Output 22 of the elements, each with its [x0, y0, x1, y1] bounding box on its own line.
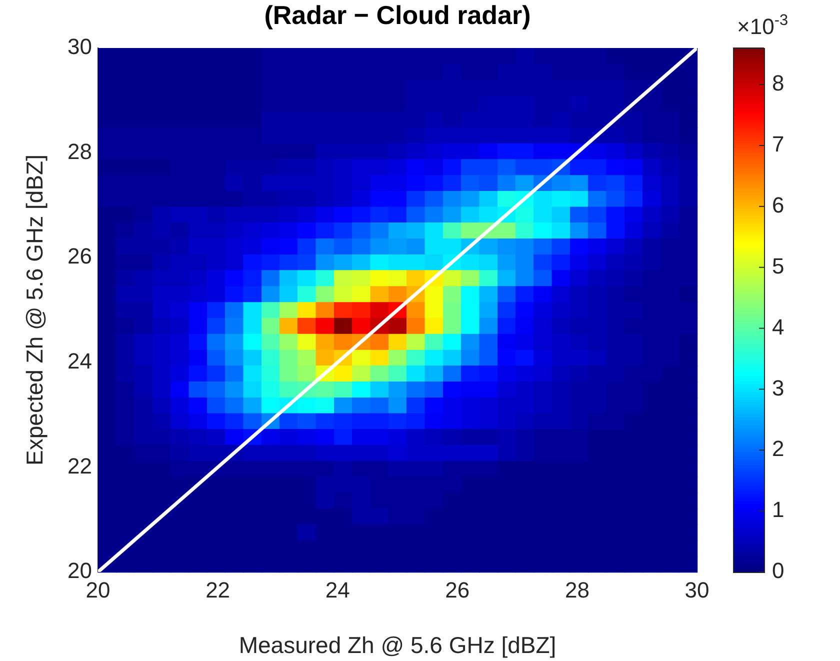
- x-tick-label: 30: [684, 577, 710, 602]
- color-bar-label: 5: [772, 253, 784, 278]
- color-bar-label: 4: [772, 314, 784, 340]
- color-bar-label: 7: [772, 132, 784, 157]
- y-tick-label: 28: [68, 138, 92, 164]
- x-tick-label: 28: [564, 577, 590, 602]
- y-tick-label: 22: [68, 453, 92, 478]
- y-axis-title: Expected Zh @ 5.6 GHz [dBZ]: [21, 154, 48, 466]
- color-bar-label: 6: [772, 192, 784, 218]
- color-bar-label: 0: [772, 558, 784, 584]
- color-bar-label: 8: [772, 70, 784, 96]
- color-bar-label: 3: [772, 375, 784, 400]
- y-tick-label: 24: [68, 348, 92, 374]
- color-bar-label: 1: [772, 497, 784, 522]
- x-axis-title: Measured Zh @ 5.6 GHz [dBZ]: [238, 632, 556, 658]
- color-bar-label: 2: [772, 436, 784, 462]
- x-tick-label: 22: [206, 577, 230, 602]
- y-tick-label: 30: [68, 34, 92, 60]
- x-tick-label: 24: [325, 577, 350, 602]
- x-tick-label: 26: [445, 577, 470, 602]
- y-tick-label: 26: [68, 244, 92, 269]
- chart-title: (Radar − Cloud radar): [264, 0, 531, 30]
